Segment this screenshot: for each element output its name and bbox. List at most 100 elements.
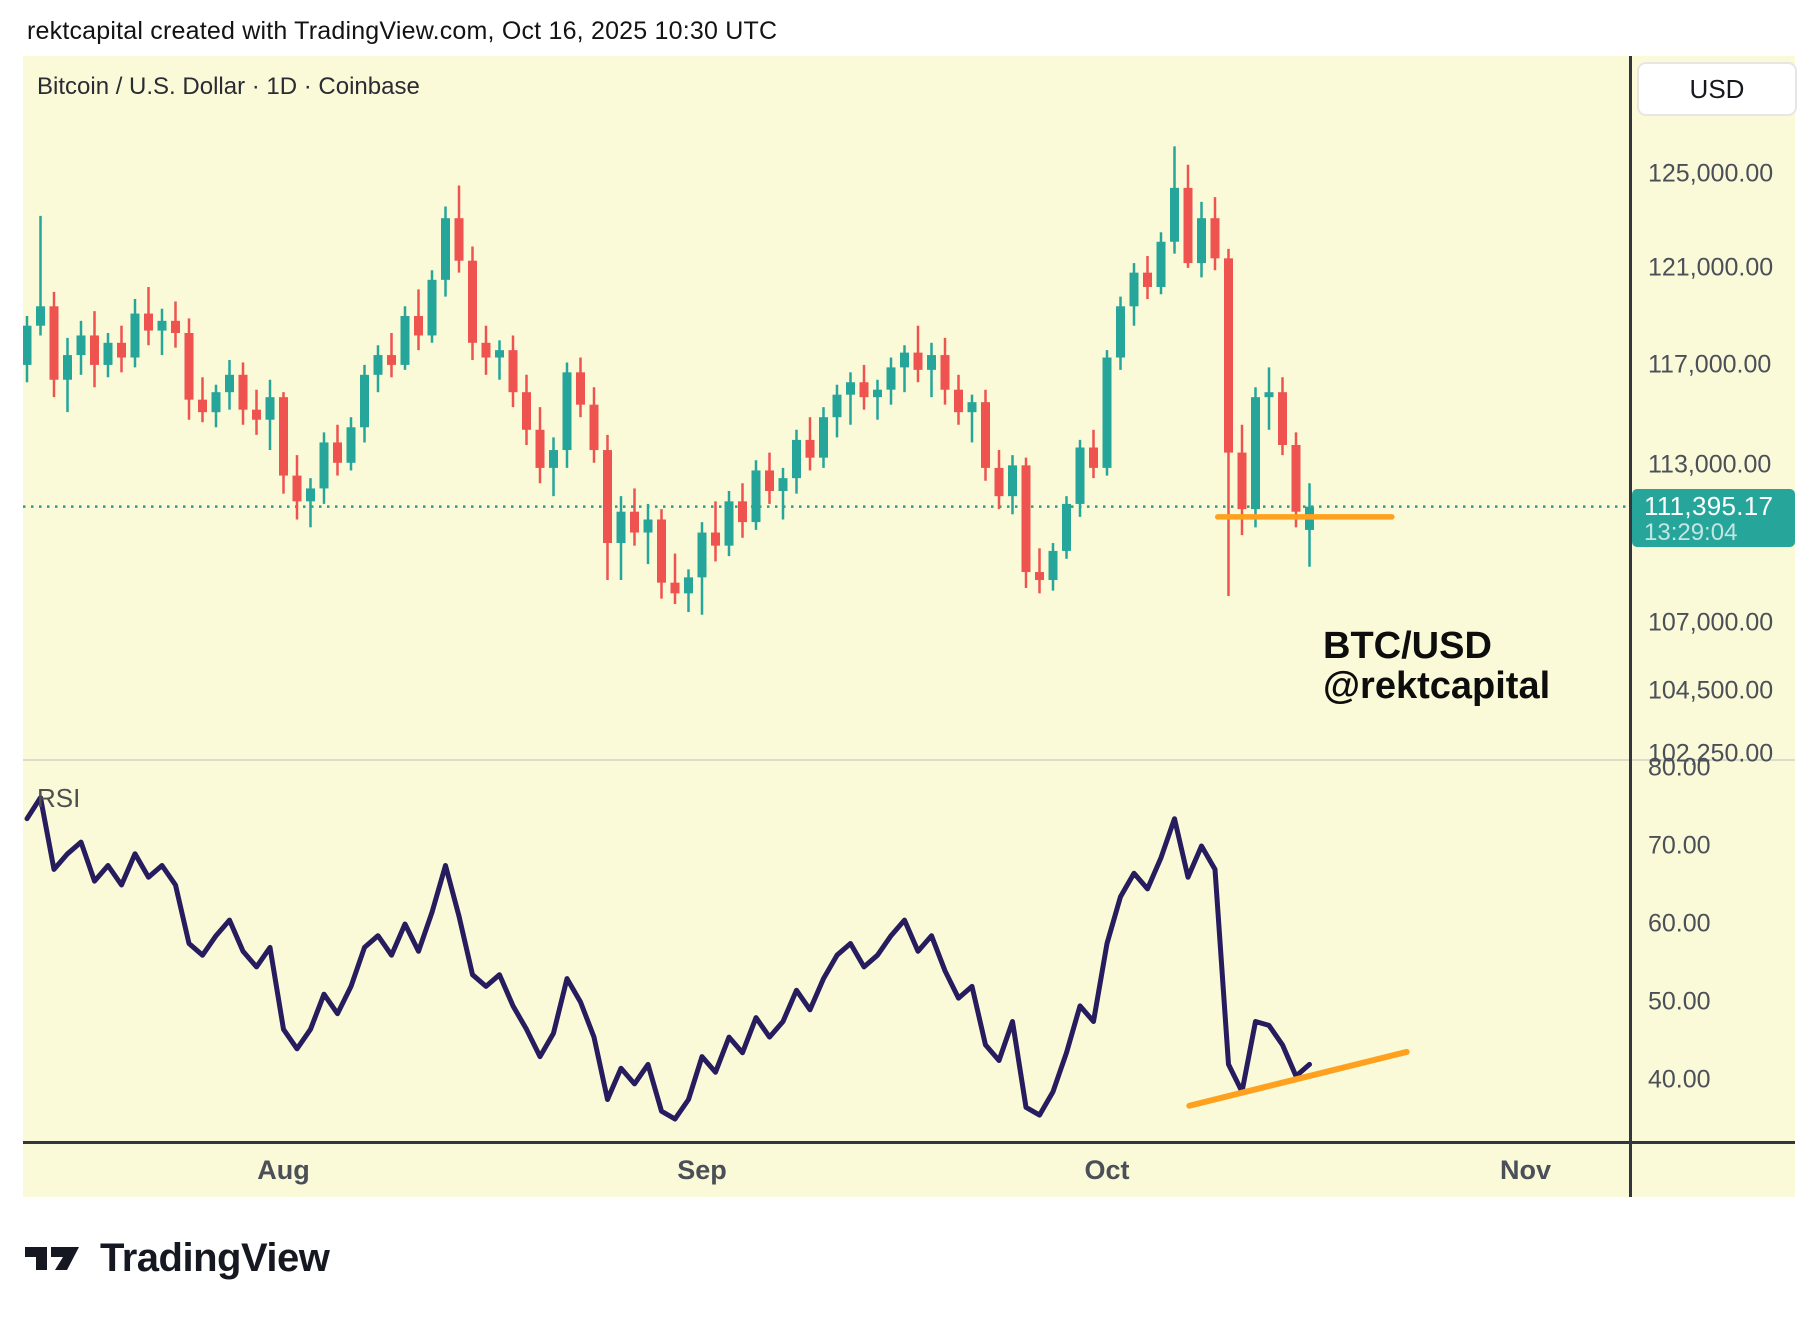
candle [171, 301, 180, 348]
candle-body [1021, 465, 1031, 573]
candle [306, 478, 315, 528]
candle [994, 450, 1004, 510]
candle [481, 325, 491, 375]
attribution-text: rektcapital created with TradingView.com… [27, 17, 778, 45]
price-tick-label: 113,000.00 [1648, 450, 1772, 479]
candle [900, 345, 909, 393]
candle-body [1075, 447, 1085, 504]
candle-body [1210, 218, 1220, 259]
candle-body [252, 409, 261, 420]
candle [508, 335, 518, 408]
candle [630, 488, 639, 546]
candle-body [549, 450, 558, 468]
rsi-trendline-drawing[interactable] [1186, 1048, 1410, 1109]
candle [1156, 232, 1166, 295]
candle [49, 291, 59, 398]
candle-body [1278, 392, 1287, 445]
candle [738, 483, 747, 538]
time-tick-label: Sep [677, 1155, 727, 1185]
candle [846, 372, 855, 425]
candle-body [1143, 272, 1152, 288]
candle-body [576, 372, 585, 405]
candle [562, 362, 572, 468]
candle-body [225, 374, 234, 393]
candle [387, 333, 396, 378]
candle-body [265, 397, 275, 420]
candle [873, 379, 882, 420]
time-tick-label: Oct [1084, 1155, 1130, 1185]
candle [427, 270, 437, 343]
last-price-badge[interactable]: 111,395.17 13:29:04 [1632, 489, 1795, 547]
candle-body [900, 352, 909, 368]
candle [1224, 248, 1233, 596]
candle [603, 434, 612, 581]
candle-body [927, 355, 936, 370]
rsi-tick-label: 70.00 [1648, 831, 1711, 860]
chart-canvas[interactable]: Bitcoin / U.S. Dollar · 1D · Coinbase RS… [23, 56, 1797, 1197]
price-axis-border [1629, 56, 1632, 1197]
candle-body [198, 399, 207, 413]
candle [238, 362, 248, 425]
candle [1264, 367, 1274, 430]
time-axis-border [23, 1141, 1795, 1144]
candle-body [414, 315, 423, 336]
candle-body [994, 467, 1004, 497]
candle-body [238, 374, 248, 410]
candle-body [670, 582, 680, 594]
candle [751, 460, 761, 530]
candle-body [495, 350, 504, 358]
time-tick-label: Nov [1499, 1155, 1552, 1185]
symbol-title[interactable]: Bitcoin / U.S. Dollar · 1D · Coinbase [37, 73, 420, 100]
candle-body [859, 382, 869, 398]
candle [792, 429, 801, 494]
candle [670, 553, 680, 605]
rsi-indicator-label[interactable]: RSI [37, 783, 81, 813]
candle [535, 407, 545, 484]
price-tick-label: 104,500.00 [1648, 676, 1774, 705]
candle [1035, 548, 1044, 594]
candle [468, 246, 477, 360]
candle-body [373, 355, 383, 375]
candle [765, 452, 774, 504]
candle-body [130, 313, 140, 358]
candle-body [603, 450, 612, 544]
candle-body [1224, 258, 1233, 453]
candle [63, 337, 72, 413]
candle [1210, 197, 1220, 271]
candle [279, 392, 288, 494]
panel-separator[interactable] [23, 759, 1795, 761]
candle [1291, 432, 1301, 528]
candle [36, 215, 45, 336]
candle [940, 337, 950, 405]
candle-body [846, 382, 855, 395]
candle [1062, 496, 1071, 559]
candle [1197, 201, 1206, 278]
candle [711, 501, 720, 562]
candle [373, 345, 383, 393]
candle-body [23, 325, 32, 365]
candle [292, 455, 302, 520]
candle [1183, 164, 1193, 268]
candle-body [454, 218, 464, 261]
candle-body [697, 532, 707, 578]
currency-usd-button[interactable]: USD [1637, 62, 1797, 116]
tradingview-logo[interactable]: TradingView [23, 1236, 330, 1281]
candle-body [1048, 550, 1058, 581]
candle-body [657, 519, 666, 583]
candle [441, 206, 450, 297]
candle [333, 424, 342, 476]
chart-plot[interactable] [23, 56, 1795, 1197]
tradingview-logo-icon [25, 1247, 79, 1270]
candle [1305, 483, 1314, 567]
candle-body [36, 306, 45, 326]
candle [103, 333, 113, 378]
tradingview-logo-text: TradingView [100, 1236, 330, 1280]
candle [1008, 455, 1017, 515]
candle-body [1237, 452, 1247, 510]
candle [144, 287, 153, 346]
candle-body [711, 532, 720, 546]
candle [117, 325, 126, 373]
candle-body [981, 402, 990, 468]
candle-body [832, 394, 842, 418]
